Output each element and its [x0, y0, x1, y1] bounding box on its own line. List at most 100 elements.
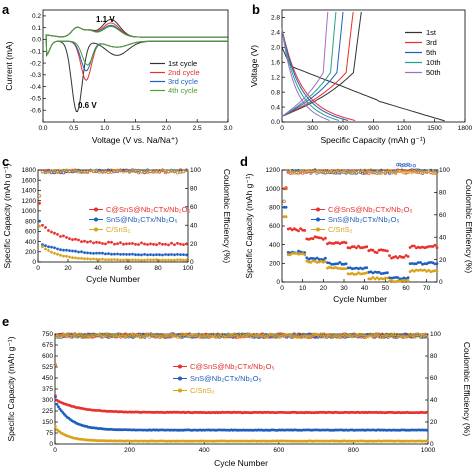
capacity-point [107, 252, 110, 256]
capacity-point [44, 226, 47, 229]
capacity-point [86, 240, 89, 244]
panel-e-y2label: Coulombic Efficiency (%) [462, 342, 472, 436]
cv-curve-4 [45, 26, 228, 66]
ce-point [396, 163, 400, 167]
ce-point [414, 169, 418, 173]
capacity-point [50, 230, 53, 234]
ce-point [301, 332, 305, 336]
capacity-point [176, 258, 179, 262]
y-tick-label: 75 [46, 430, 54, 437]
capacity-point [371, 276, 375, 279]
ce-point [340, 335, 344, 339]
capacity-point [328, 261, 331, 265]
x-tick-label: 1500 [427, 125, 442, 132]
ce-point [347, 334, 351, 338]
y-tick-label: 800 [269, 205, 280, 212]
capacity-point [367, 270, 371, 274]
capacity-point [170, 241, 173, 245]
ce-point [276, 332, 280, 336]
y-tick-label: 1000 [22, 208, 37, 215]
capacity-point [373, 250, 377, 254]
capacity-point [158, 253, 161, 257]
ce-point [220, 332, 225, 337]
capacity-point [179, 253, 182, 256]
panel-label-e: e [2, 314, 9, 329]
ce-point [392, 332, 396, 336]
x-tick-label: 600 [273, 447, 284, 454]
capacity-point [396, 276, 400, 279]
capacity-point [101, 251, 104, 255]
capacity-point [383, 249, 387, 252]
cv-curve-1 [45, 19, 228, 112]
capacity-point [386, 249, 389, 253]
ce-point [73, 334, 77, 338]
y2-tick-label: 20 [430, 419, 438, 426]
capacity-point [429, 261, 433, 264]
ce-point [235, 332, 239, 337]
ce-point [101, 334, 105, 338]
capacity-point [98, 258, 101, 261]
capacity-point [170, 258, 173, 262]
annotation-0-6v: 0.6 V [78, 101, 97, 110]
capacity-point [373, 270, 377, 274]
capacity-point [128, 258, 131, 262]
ce-point [336, 168, 340, 172]
ce-point [151, 170, 156, 174]
ce-point [118, 169, 123, 173]
capacity-point [340, 262, 344, 266]
ce-point [268, 332, 272, 336]
ce-point [188, 333, 192, 338]
capacity-point [365, 266, 369, 269]
capacity-point [429, 245, 433, 248]
y-tick-label: 0.8 [271, 89, 280, 96]
capacity-point [336, 262, 340, 266]
capacity-point [38, 219, 41, 223]
panel-e-frame [54, 333, 429, 445]
x-tick-label: 1.0 [100, 125, 109, 132]
capacity-point [54, 425, 57, 428]
panel-c-ylabel: Specific Capacity (mAh g⁻¹) [2, 163, 12, 268]
capacity-point [317, 258, 321, 261]
y-tick-label: 400 [25, 239, 36, 246]
ce-point [259, 334, 263, 338]
capacity-point [53, 252, 56, 255]
x-tick-label: 40 [361, 285, 369, 292]
ce-point [299, 169, 303, 173]
ce-point [240, 332, 244, 336]
ce-point [40, 170, 45, 174]
ce-point [264, 335, 268, 339]
legend-label: 10th [426, 58, 441, 67]
capacity-point [59, 253, 62, 257]
ce-point [76, 168, 81, 172]
capacity-point [412, 244, 416, 248]
capacity-point [65, 236, 68, 239]
ce-point [271, 334, 275, 338]
capacity-point [86, 251, 89, 255]
capacity-point [113, 242, 116, 246]
capacity-point [50, 250, 53, 254]
legend-label: C@SnS@Nb₂CTx/Nb₂O₅ [190, 362, 275, 371]
ce-point [207, 333, 211, 337]
capacity-point [167, 253, 170, 257]
x-tick-label: 1800 [458, 125, 473, 132]
ce-point [416, 332, 420, 337]
capacity-point [176, 253, 179, 256]
ce-point [420, 335, 425, 339]
legend-label: 1st [426, 28, 437, 37]
capacity-point [348, 246, 352, 250]
ce-point [396, 169, 400, 173]
y2-tick-label: 0 [430, 441, 434, 448]
capacity-point [404, 254, 408, 257]
capacity-point [152, 253, 155, 257]
panel-c-y2label: Coulombic Efficiency (%) [222, 169, 232, 263]
capacity-point [309, 256, 313, 260]
capacity-point [369, 277, 373, 281]
capacity-point [57, 405, 60, 409]
charge-curve-2 [281, 11, 354, 117]
capacity-point [375, 251, 379, 255]
capacity-point [74, 237, 77, 241]
ce-point [340, 170, 344, 174]
ce-point [140, 335, 144, 339]
ce-point [307, 332, 311, 336]
ce-point [189, 333, 193, 337]
